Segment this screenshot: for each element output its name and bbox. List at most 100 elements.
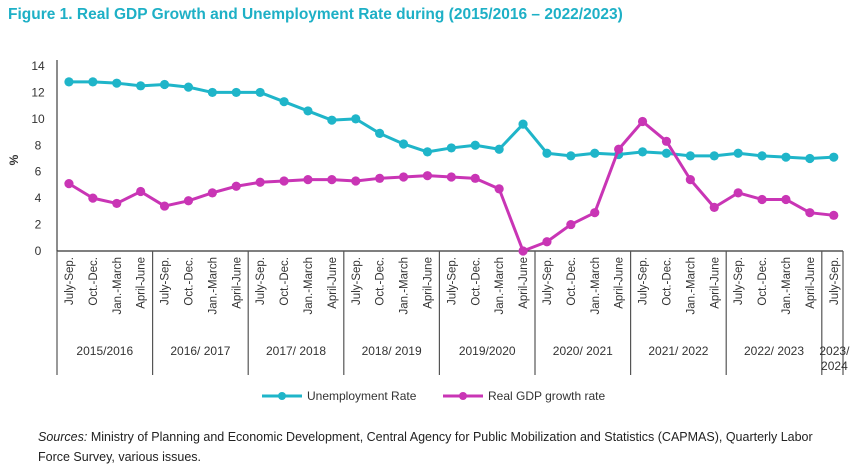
data-point xyxy=(757,151,767,161)
data-point xyxy=(733,148,743,158)
data-point xyxy=(136,186,146,197)
y-axis-label: % xyxy=(7,154,21,165)
y-tick-label: 10 xyxy=(31,112,45,126)
x-tick-label: Oct.-Dec. xyxy=(375,257,387,306)
x-tick-label: Oct.-Dec. xyxy=(183,257,195,306)
x-tick-label: Oct.-Dec. xyxy=(470,257,482,306)
data-point xyxy=(375,173,385,183)
data-point xyxy=(542,237,552,247)
data-point xyxy=(518,119,528,129)
series-line xyxy=(68,120,834,253)
data-point xyxy=(136,81,146,91)
x-group-label: 2023/ xyxy=(819,344,850,358)
data-point xyxy=(685,175,695,185)
data-point xyxy=(183,82,194,92)
data-point xyxy=(183,196,194,206)
x-tick-label: Jan.-March xyxy=(399,257,411,315)
x-tick-label: Oct.-Dec. xyxy=(757,257,769,306)
x-tick-label: Oct.-Dec. xyxy=(566,257,578,306)
data-point xyxy=(279,176,289,186)
x-group-label: 2020/ 2021 xyxy=(553,344,613,358)
x-tick-label: Jan.-March xyxy=(781,257,793,315)
x-group-label: 2021/ 2022 xyxy=(648,344,708,358)
data-point xyxy=(781,152,791,162)
x-tick-label: July-Sep. xyxy=(638,257,650,305)
data-point xyxy=(494,144,504,154)
data-point xyxy=(590,148,600,158)
x-tick-label: Oct.-Dec. xyxy=(661,257,673,306)
data-point xyxy=(327,175,337,185)
x-tick-label: Jan.-March xyxy=(207,257,219,315)
data-point xyxy=(590,208,600,218)
data-point xyxy=(398,139,409,149)
x-tick-label: July-Sep. xyxy=(446,257,458,305)
data-point xyxy=(542,148,552,158)
data-point xyxy=(829,152,839,162)
x-tick-label: Jan.-March xyxy=(303,257,315,315)
data-point xyxy=(518,246,528,256)
data-point xyxy=(709,151,719,161)
data-point xyxy=(805,208,815,218)
data-point xyxy=(255,177,265,187)
x-tick-label: July-Sep. xyxy=(733,257,745,305)
chart: 0 2 4 6 8 10 12 14% July-Sep. Oct.-Dec. Jan.-March… xyxy=(7,59,850,403)
data-point xyxy=(64,77,74,87)
x-tick-label: Jan.-March xyxy=(494,257,506,315)
chart-title: Figure 1. Real GDP Growth and Unemployme… xyxy=(8,6,623,23)
y-tick-label: 12 xyxy=(31,85,45,99)
sources-note: Sources: Ministry of Planning and Econom… xyxy=(38,427,838,467)
data-point xyxy=(231,181,241,191)
legend-marker xyxy=(278,392,286,400)
x-tick-label: July-Sep. xyxy=(542,257,554,305)
data-point xyxy=(446,143,456,153)
data-point xyxy=(685,151,695,161)
data-point xyxy=(446,172,456,182)
legend-marker xyxy=(459,392,467,400)
x-tick-label: April-June xyxy=(231,257,243,309)
x-group-label: 2022/ 2023 xyxy=(744,344,804,358)
x-tick-label: April-June xyxy=(422,257,434,309)
x-group-label: 2017/ 2018 xyxy=(266,344,326,358)
sources-text: Ministry of Planning and Economic Develo… xyxy=(38,430,813,464)
data-point xyxy=(303,106,313,116)
x-tick-label: April-June xyxy=(805,257,817,309)
data-point xyxy=(470,140,480,150)
data-point xyxy=(422,147,433,157)
x-tick-label: April-June xyxy=(614,257,626,309)
data-point xyxy=(494,184,504,194)
data-point xyxy=(112,78,122,88)
data-point xyxy=(231,87,241,98)
x-group-label: 2024 xyxy=(821,359,848,373)
data-point xyxy=(64,179,74,189)
x-tick-label: Oct.-Dec. xyxy=(279,257,291,306)
x-group-label: 2016/ 2017 xyxy=(170,344,230,358)
x-tick-label: Jan.-March xyxy=(685,257,697,315)
x-group-label: 2018/ 2019 xyxy=(362,344,422,358)
data-point xyxy=(327,115,337,125)
x-tick-label: July-Sep. xyxy=(351,257,363,305)
data-point xyxy=(88,193,98,203)
data-point xyxy=(566,151,576,161)
data-point xyxy=(207,188,217,198)
data-point xyxy=(422,171,433,181)
data-point xyxy=(757,194,767,205)
data-point xyxy=(661,148,672,158)
x-tick-label: July-Sep. xyxy=(64,257,76,305)
x-tick-label: Oct.-Dec. xyxy=(88,257,100,306)
data-point xyxy=(398,172,409,182)
data-point xyxy=(614,144,624,154)
data-point xyxy=(829,210,839,220)
y-tick-label: 2 xyxy=(35,218,42,232)
x-tick-label: Jan.-March xyxy=(590,257,602,315)
y-tick-label: 4 xyxy=(35,191,42,205)
sources-label: Sources: xyxy=(38,430,88,444)
data-point xyxy=(159,201,170,211)
data-point xyxy=(637,147,648,157)
x-tick-label: April-June xyxy=(136,257,148,309)
x-tick-label: April-June xyxy=(518,257,530,309)
data-point xyxy=(255,87,265,98)
data-point xyxy=(637,116,648,127)
data-point xyxy=(566,219,576,230)
x-tick-label: Jan.-March xyxy=(112,257,124,315)
x-tick-label: July-Sep. xyxy=(160,257,172,305)
